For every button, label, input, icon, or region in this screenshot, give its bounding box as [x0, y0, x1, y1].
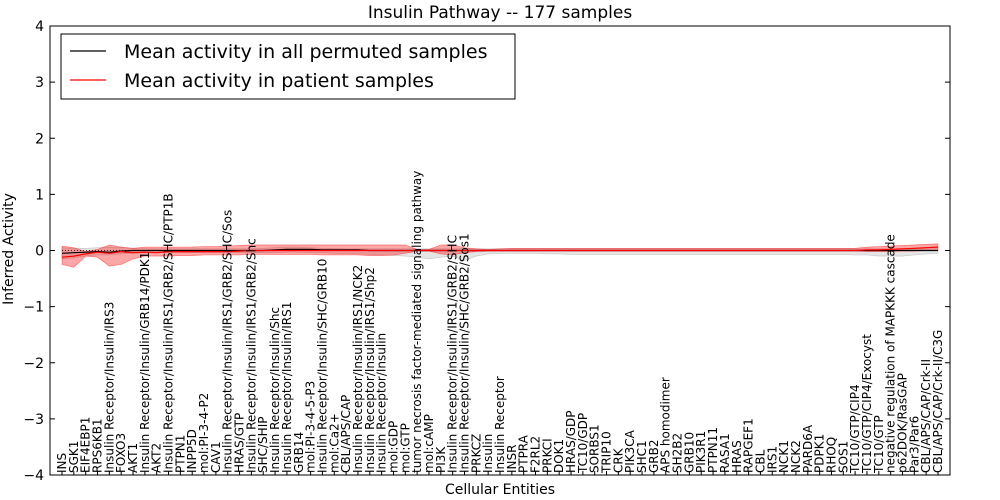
- y-tick-label: −3: [23, 412, 44, 428]
- x-tick-label: F2RL2: [529, 436, 543, 473]
- x-tick-label: Insulin Receptor/Insulin/IRS1: [280, 302, 294, 473]
- x-tick-label: Insulin Receptor/Insulin/IRS1/GRB2/SHC/P…: [162, 193, 176, 473]
- x-tick-label: SORBS1: [588, 424, 602, 473]
- x-tick-label: p62DOK/RasGAP: [896, 373, 910, 473]
- x-tick-label: Insulin Receptor/Insulin/SHC/GRB10: [315, 259, 329, 473]
- x-tick-label: GRB10: [682, 432, 696, 473]
- x-tick-label: DOK1: [552, 439, 566, 473]
- x-tick-label: Insulin Receptor/Insulin/IRS1/GRB2/SHC: [446, 235, 460, 473]
- x-tick-label: HRAS: [730, 440, 744, 473]
- legend: Mean activity in all permuted samples Me…: [60, 33, 516, 100]
- x-tick-label: PARD6A: [801, 424, 815, 473]
- x-tick-label: APS homodimer: [659, 377, 673, 473]
- x-tick-label: negative regulation of MAPKKK cascade: [884, 234, 898, 473]
- x-tick-label: PI3K: [434, 446, 448, 473]
- x-tick-label: TRIP10: [600, 431, 614, 474]
- x-tick-label: INS: [55, 453, 69, 473]
- y-tick-label: −2: [23, 356, 44, 372]
- x-tick-label: Par3/Par6: [907, 416, 921, 473]
- x-tick-label: Insulin Receptor/Insulin/IRS1/Shp2: [363, 267, 377, 473]
- x-tick-label: Insulin Receptor/Insulin/IRS3: [102, 302, 116, 473]
- x-tick-label: TC10/GDP: [576, 413, 590, 474]
- x-tick-label: PTPRA: [517, 434, 531, 473]
- x-tick-label: PIK3R1: [694, 431, 708, 473]
- x-tick-label: RASA1: [718, 433, 732, 473]
- x-tick-label: mol:GTP: [398, 423, 412, 473]
- x-tick-label: RHOQ: [825, 437, 839, 473]
- x-tick-label: CRK: [611, 447, 625, 473]
- x-tick-label: CBL: [753, 449, 767, 473]
- x-tick-label: RAPGEF1: [742, 418, 756, 473]
- x-tick-label: TC10/GTP/CIP4: [848, 384, 862, 474]
- x-tick-label: mol:PI-3-4-P2: [197, 393, 211, 473]
- x-tick-label: TC10/GTP/CIP4/Exocyst: [860, 334, 874, 474]
- x-tick-label: PDPK1: [813, 434, 827, 473]
- y-tick-label: 2: [35, 131, 44, 147]
- x-tick-label: GRB14: [292, 432, 306, 473]
- x-tick-label: Insulin Receptor/Insulin/Shc: [268, 307, 282, 473]
- y-tick-label: −4: [23, 468, 44, 484]
- x-tick-label: HRAS/GTP: [233, 413, 247, 473]
- x-tick-label: mol:PI-3-4-5-P3: [304, 381, 318, 473]
- band-layer: [61, 243, 939, 268]
- x-tick-label: GRB2: [647, 439, 661, 473]
- y-tick-label: 0: [35, 244, 44, 260]
- x-tick-label: PTPN11: [706, 427, 720, 473]
- x-tick-label: AKT1: [126, 443, 140, 473]
- x-tick-label: PIK3CA: [623, 429, 637, 473]
- x-tick-label: mol:cAMP: [422, 414, 436, 473]
- x-tick-label: CAV1: [209, 441, 223, 473]
- x-tick-label: IRS1: [765, 446, 779, 473]
- x-tick-label: Insulin Receptor: [493, 376, 507, 473]
- x-tick-label: Insulin Receptor/Insulin/SHC/GRB2/Sos1: [458, 233, 472, 473]
- x-tick-label: FOXO3: [114, 433, 128, 473]
- legend-label-permuted: Mean activity in all permuted samples: [124, 41, 487, 63]
- x-tick-label: Insulin Receptor/Insulin/IRS1/GRB2/Shc: [244, 238, 258, 473]
- y-tick-label: 3: [35, 75, 44, 91]
- x-tick-label: Insulin Receptor/Insulin: [375, 333, 389, 473]
- x-tick-label: INSR: [505, 445, 519, 473]
- x-tick-label: Insulin Receptor/Insulin/IRS1/GRB2/SHC/S…: [221, 210, 235, 473]
- x-tick-label: EIF4EBP1: [79, 417, 93, 473]
- x-tick-label: Insulin Receptor/Insulin/GRB14/PDK1: [138, 252, 152, 473]
- x-tick-label: Insulin Receptor/Insulin/IRS1/NCK2: [351, 265, 365, 473]
- x-tick-label: SGK1: [67, 441, 81, 473]
- x-tick-label: INPP5D: [185, 429, 199, 473]
- x-tick-label: HRAS/GDP: [564, 410, 578, 473]
- x-tick-label: PRKCI: [540, 438, 554, 473]
- legend-label-patient: Mean activity in patient samples: [124, 70, 434, 92]
- x-tick-label: mol:Ca2+: [327, 413, 341, 473]
- x-tick-label: NCK1: [777, 440, 791, 473]
- legend-box: [60, 33, 516, 100]
- chart-title: Insulin Pathway -- 177 samples: [368, 3, 633, 23]
- x-tick-label: tumor necrosis factor-mediated signaling…: [410, 171, 424, 473]
- y-tick-label: 4: [35, 19, 44, 35]
- series-line-patient: [61, 246, 939, 258]
- x-tick-label: CBL/APS/CAP/Crk-II/C3G: [931, 330, 945, 473]
- y-tick-layer: −4 −3 −2 −1 0 1 2 3 4: [23, 19, 950, 484]
- x-tick-label: RPS6KB1: [91, 418, 105, 473]
- x-tick-label: CBL/APS/CAP: [339, 395, 353, 473]
- x-tick-label: SOS1: [836, 441, 850, 473]
- x-tick-label: mol:GDP: [387, 421, 401, 473]
- x-tick-label: PTPN1: [173, 435, 187, 473]
- x-tick-label: SHC/SHIP: [256, 417, 270, 473]
- x-axis-label: Cellular Entities: [445, 482, 555, 498]
- x-tick-label: PRKCZ: [469, 434, 483, 473]
- y-axis-label: Inferred Activity: [1, 193, 17, 305]
- x-tick-label: TC10/GTP: [872, 415, 886, 474]
- x-tick-label: SH2B2: [671, 433, 685, 473]
- x-tick-label: SHC1: [635, 440, 649, 473]
- band-patient: [61, 243, 939, 268]
- y-tick-label: 1: [35, 187, 44, 203]
- x-tick-label: CBL/APS/CAP/Crk-II: [919, 359, 933, 473]
- x-tick-label: AKT2: [150, 443, 164, 473]
- x-tick-label: Insulin: [481, 434, 495, 473]
- series-layer: [61, 246, 939, 258]
- x-tick-label: NCK2: [789, 440, 803, 473]
- y-tick-label: −1: [23, 300, 44, 316]
